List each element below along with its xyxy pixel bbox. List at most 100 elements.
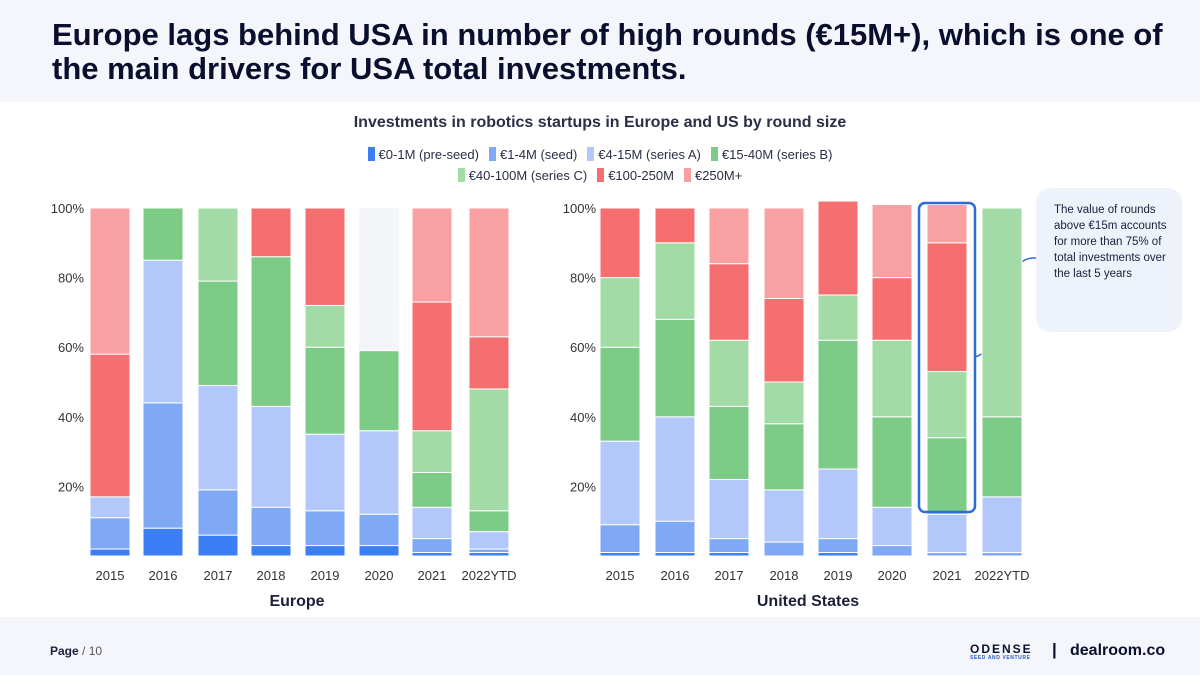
legend-item: €0-1M (pre-seed) — [367, 147, 479, 162]
bar-segment — [411, 207, 453, 303]
bar-segment — [197, 384, 239, 491]
x-tick-label: 2022YTD — [462, 568, 517, 583]
bar-segment — [358, 513, 400, 547]
legend-item: €15-40M (series B) — [710, 146, 833, 162]
bar-segment — [89, 207, 131, 355]
bar-segment — [304, 207, 346, 306]
bar-segment — [411, 430, 453, 473]
legend-swatch — [587, 147, 595, 161]
bar-segment — [981, 552, 1023, 557]
bar-segment — [817, 468, 859, 540]
bar-segment — [763, 489, 805, 543]
bar-segment — [304, 304, 346, 348]
bar-segment — [468, 388, 510, 512]
y-tick-label: 100% — [51, 201, 85, 216]
bar-segment — [708, 478, 750, 540]
bar-segment — [411, 538, 453, 554]
bar-segment — [981, 496, 1023, 554]
legend-row-2: €40-100M (series C) €100-250M €250M+ — [300, 165, 900, 185]
legend-label: €4-15M (series A) — [598, 146, 701, 162]
bar-segment — [250, 207, 292, 258]
x-tick-label: 2022YTD — [975, 568, 1030, 583]
legend-item: €250M+ — [683, 168, 742, 183]
page-total: / 10 — [82, 644, 103, 658]
bar-segment — [358, 545, 400, 557]
chart-europe: 20% 40% 60% 80% 100% 2015 2016 2017 2018 2019 2020… — [51, 201, 517, 610]
legend-swatch — [710, 147, 718, 161]
bar-segment — [89, 496, 131, 519]
bar-segment — [708, 405, 750, 480]
bar-segment — [304, 510, 346, 547]
x-tick-label: 2018 — [257, 568, 286, 583]
bar-segment — [599, 277, 641, 348]
bar-segment — [654, 207, 696, 244]
x-tick-label: 2015 — [606, 568, 635, 583]
odense-logo-name: ODENSE — [970, 642, 1033, 656]
legend-item: €100-250M — [597, 168, 674, 183]
legend-item: €1-4M (seed) — [488, 146, 578, 162]
bar-segment — [411, 506, 453, 540]
bar-segment — [763, 541, 805, 557]
bar-segment — [304, 346, 346, 435]
header-band — [0, 0, 1200, 102]
y-tick-label: 100% — [563, 201, 597, 216]
footer-band — [0, 617, 1200, 675]
x-tick-label: 2020 — [365, 568, 394, 583]
bar-segment — [817, 552, 859, 557]
bar-segment — [708, 552, 750, 557]
legend-swatch — [488, 147, 496, 161]
dealroom-brand: dealroom.co — [1070, 642, 1166, 659]
bar-segment — [599, 552, 641, 557]
odense-logo: ODENSE SEED AND VENTURE — [970, 643, 1042, 663]
y-tick-label: 60% — [58, 340, 84, 355]
slide-title: Europe lags behind USA in number of high… — [52, 17, 1163, 86]
chart-united-states: 20% 40% 60% 80% 100% 2015 2016 2017 2018 2019 2020… — [563, 200, 1037, 610]
bar-segment — [654, 318, 696, 418]
x-tick-label: 2015 — [96, 568, 125, 583]
bar-segment — [142, 259, 184, 404]
odense-logo-sub: SEED AND VENTURE — [970, 655, 1031, 661]
bar-segment — [708, 263, 750, 341]
footer-separator: | — [1052, 640, 1057, 659]
bar-segment — [142, 402, 184, 529]
bar-segment — [871, 277, 913, 341]
bar-segment — [197, 534, 239, 557]
bar-segment — [763, 423, 805, 491]
bar-segment — [468, 548, 510, 554]
bar-segment — [358, 350, 400, 432]
bar-segment — [926, 552, 968, 557]
bar-segment — [599, 440, 641, 526]
chart-title: Investments in robotics startups in Euro… — [353, 114, 847, 131]
bar-segment — [250, 506, 292, 547]
x-tick-label: 2017 — [204, 568, 233, 583]
y-tick-label: 40% — [58, 410, 84, 425]
y-tick-label: 80% — [570, 271, 596, 286]
bar-segment — [197, 280, 239, 386]
bar-segment — [926, 371, 968, 439]
bar-segment — [468, 531, 510, 550]
bar-segment — [599, 346, 641, 442]
bar-segment — [468, 510, 510, 533]
region-label: Europe — [269, 593, 324, 610]
page-number: Page / 10 — [50, 644, 102, 658]
bar-segment — [926, 437, 968, 515]
legend-swatch — [367, 147, 375, 161]
bar-segment — [708, 538, 750, 554]
x-tick-label: 2018 — [770, 568, 799, 583]
bar-segment — [89, 517, 131, 550]
bar-segment — [89, 548, 131, 557]
bar-segment — [871, 545, 913, 557]
bar-segment — [654, 520, 696, 554]
bar-segment — [871, 416, 913, 508]
y-tick-label: 40% — [570, 410, 596, 425]
bar-segment — [763, 297, 805, 383]
bar-segment — [411, 301, 453, 432]
legend-label: €15-40M (series B) — [721, 146, 833, 162]
legend-label: €1-4M (seed) — [499, 146, 578, 162]
x-tick-label: 2020 — [878, 568, 907, 583]
bar-segment — [981, 416, 1023, 498]
y-tick-label: 80% — [58, 271, 84, 286]
x-tick-label: 2021 — [418, 568, 447, 583]
x-tick-label: 2019 — [824, 568, 853, 583]
bar-segment — [250, 405, 292, 508]
